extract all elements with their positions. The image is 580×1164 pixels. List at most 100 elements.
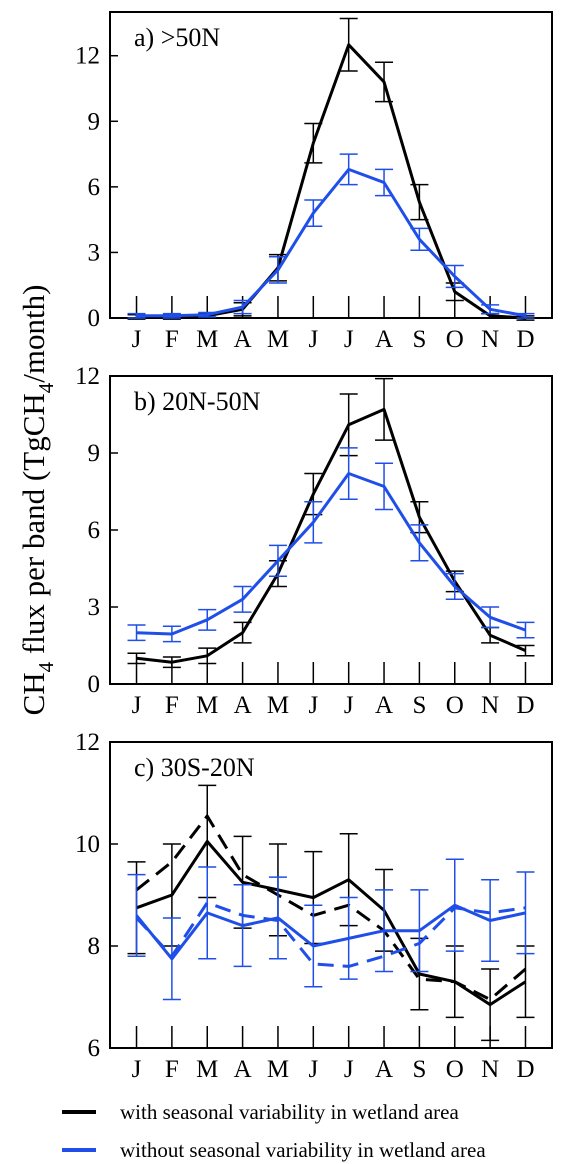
error-bar <box>410 889 429 973</box>
series-2 <box>135 814 527 1001</box>
panel-title: b) 20N-50N <box>134 387 261 416</box>
error-bar <box>410 227 429 251</box>
x-tick-label: J <box>132 692 142 719</box>
error-bar <box>233 585 252 613</box>
x-tick-label: O <box>446 326 464 353</box>
x-tick-label: J <box>344 326 354 353</box>
error-bar <box>375 377 394 441</box>
y-tick-label: 12 <box>75 363 100 390</box>
error-bar <box>198 866 217 960</box>
error-bar <box>516 312 535 319</box>
legend-entry: without seasonal variability in wetland … <box>62 1138 486 1162</box>
error-bar <box>198 608 217 631</box>
error-bar <box>268 876 287 960</box>
error-bar <box>339 447 358 500</box>
error-bar <box>445 858 464 952</box>
error-bar <box>304 199 323 227</box>
series-line <box>136 472 527 636</box>
series-1 <box>127 377 535 669</box>
ylabel-subscript-2: 4 <box>34 382 58 393</box>
legend-label: with seasonal variability in wetland are… <box>120 1100 459 1124</box>
x-tick-label: A <box>375 692 393 719</box>
y-tick-label: 6 <box>88 1035 101 1062</box>
y-tick-label: 9 <box>88 108 101 135</box>
panel-title: c) 30S-20N <box>134 753 255 782</box>
error-bar <box>481 878 500 963</box>
x-tick-label: S <box>412 692 426 719</box>
error-bar <box>233 621 252 644</box>
x-tick-label: N <box>481 1056 499 1083</box>
x-tick-label: F <box>165 692 179 719</box>
y-tick-label: 10 <box>75 831 100 858</box>
error-bar <box>375 462 394 511</box>
y-tick-label: 6 <box>88 517 101 544</box>
error-bar <box>304 122 323 164</box>
svg-text:CH4 flux per band (TgCH4/month: CH4 flux per band (TgCH4/month) <box>16 285 58 716</box>
x-tick-label: D <box>516 326 534 353</box>
x-tick-label: M <box>267 692 289 719</box>
y-tick-label: 8 <box>88 933 101 960</box>
x-tick-label: M <box>196 1056 218 1083</box>
error-bar <box>339 17 358 72</box>
x-tick-label: S <box>412 1056 426 1083</box>
y-axis-label: CH4 flux per band (TgCH4/month) <box>16 285 58 716</box>
series-2 <box>127 447 535 643</box>
x-tick-label: J <box>132 1056 142 1083</box>
y-tick-label: 12 <box>75 43 100 70</box>
plot-frame <box>109 741 553 1049</box>
y-tick-label: 9 <box>88 440 101 467</box>
error-bar <box>410 524 429 562</box>
x-tick-label: M <box>267 1056 289 1083</box>
error-bar <box>268 544 287 577</box>
error-bar <box>481 304 500 315</box>
error-bar <box>481 606 500 629</box>
error-bar <box>375 61 394 103</box>
series-line <box>136 167 526 318</box>
y-tick-label: 0 <box>88 305 101 332</box>
y-tick-label: 3 <box>88 594 101 621</box>
error-bar <box>516 644 535 657</box>
error-bar <box>198 311 217 318</box>
plot-frame <box>109 11 553 319</box>
ylabel-part-e: /month) <box>16 285 51 383</box>
series-2 <box>127 153 535 319</box>
x-tick-label: O <box>446 692 464 719</box>
x-tick-label: N <box>481 326 499 353</box>
y-tick-label: 12 <box>75 729 100 756</box>
series-line <box>135 903 526 961</box>
error-bar <box>445 572 464 601</box>
x-tick-label: M <box>196 692 218 719</box>
ylabel-part-a: CH <box>16 672 51 715</box>
error-bar <box>516 871 535 955</box>
x-tick-label: M <box>267 326 289 353</box>
x-tick-label: F <box>165 326 179 353</box>
ylabel-part-c: flux per band (TgCH <box>16 393 51 662</box>
y-tick-label: 0 <box>88 671 101 698</box>
x-tick-label: A <box>234 326 252 353</box>
error-bar <box>445 264 464 289</box>
error-bar <box>127 624 146 642</box>
error-bar <box>481 968 500 1042</box>
x-tick-label: A <box>234 1056 252 1083</box>
y-tick-label: 6 <box>88 174 101 201</box>
series-4 <box>135 901 526 968</box>
error-bar <box>410 183 429 221</box>
y-tick-label: 3 <box>88 239 101 266</box>
error-bar <box>162 312 181 319</box>
error-bar <box>162 917 181 1001</box>
x-tick-label: N <box>481 692 499 719</box>
panel-title: a) >50N <box>134 23 220 52</box>
x-tick-label: D <box>516 692 534 719</box>
x-tick-label: D <box>516 1056 534 1083</box>
error-bar <box>233 884 252 968</box>
legend-label: without seasonal variability in wetland … <box>120 1138 486 1162</box>
series-1 <box>127 17 535 321</box>
x-tick-label: J <box>344 692 354 719</box>
error-bar <box>162 656 181 669</box>
error-bar <box>304 904 323 988</box>
error-bar <box>516 945 535 1019</box>
